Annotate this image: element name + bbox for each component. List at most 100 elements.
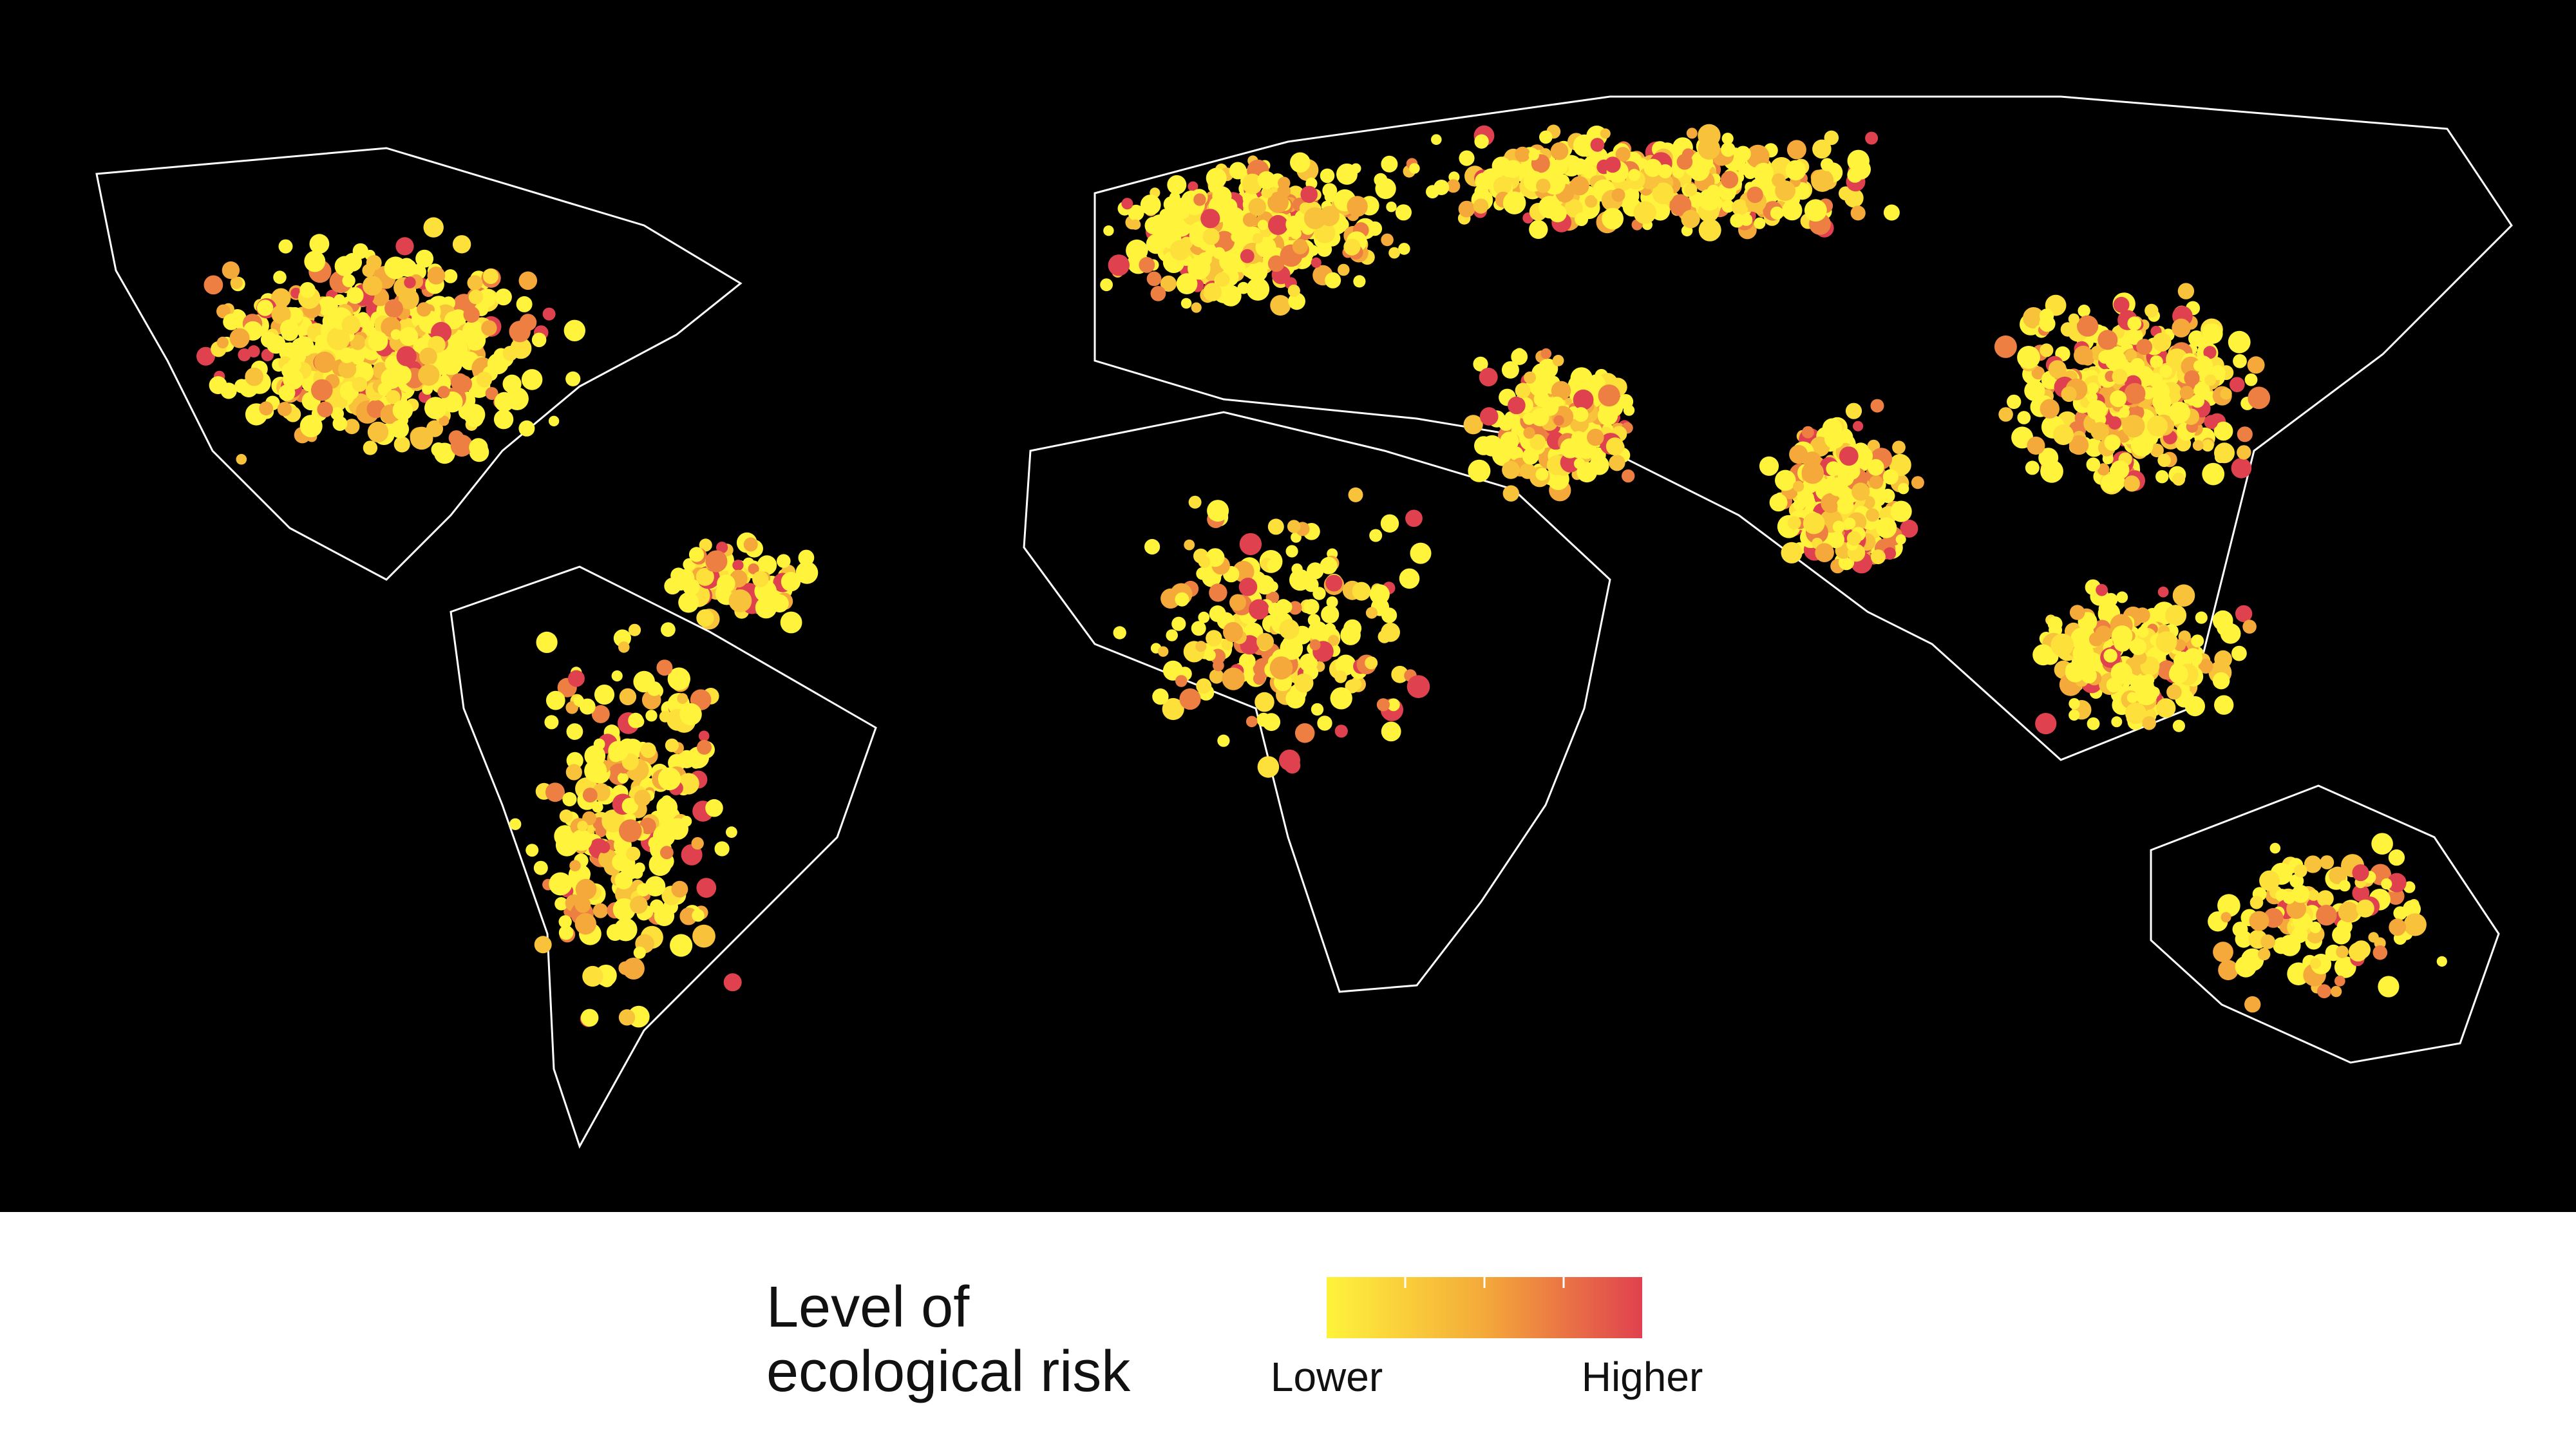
risk-point	[1252, 233, 1263, 244]
risk-point	[645, 876, 666, 896]
risk-point	[1279, 619, 1300, 639]
risk-point	[230, 276, 243, 289]
risk-point	[1170, 240, 1191, 261]
risk-point	[363, 276, 383, 296]
risk-point	[1240, 249, 1255, 263]
risk-point	[2202, 323, 2223, 344]
risk-point	[2244, 996, 2261, 1013]
risk-point	[1340, 625, 1361, 645]
risk-point	[2213, 421, 2233, 441]
risk-point	[1197, 252, 1212, 267]
risk-point	[1844, 517, 1856, 530]
risk-point	[1328, 634, 1340, 647]
risk-point	[1473, 198, 1489, 214]
risk-point	[2127, 316, 2142, 331]
risk-point	[1602, 207, 1624, 230]
risk-point	[2069, 698, 2080, 710]
risk-point	[2040, 460, 2063, 483]
risk-point	[485, 387, 498, 400]
risk-point	[1615, 147, 1631, 162]
risk-point	[1162, 697, 1184, 721]
risk-point	[222, 261, 240, 279]
risk-point	[2286, 899, 2307, 919]
risk-point	[204, 275, 223, 295]
risk-point	[2087, 717, 2100, 730]
risk-point	[2352, 864, 2369, 882]
risk-point	[393, 436, 410, 453]
risk-point	[1628, 169, 1641, 182]
risk-point	[548, 415, 560, 426]
risk-point	[1515, 146, 1531, 162]
risk-point	[614, 871, 633, 890]
risk-point	[1575, 213, 1589, 226]
risk-point	[1212, 186, 1232, 206]
risk-point	[698, 730, 710, 742]
risk-point	[2378, 976, 2400, 998]
risk-point	[1222, 667, 1245, 690]
risk-point	[1473, 356, 1488, 372]
risk-point	[418, 364, 440, 386]
risk-point	[2289, 874, 2304, 888]
risk-point	[1198, 556, 1211, 568]
risk-point	[1267, 518, 1284, 535]
risk-point	[1600, 128, 1611, 139]
risk-point	[1522, 412, 1536, 425]
risk-point	[1257, 220, 1269, 231]
risk-point	[1231, 231, 1242, 243]
risk-point	[465, 408, 484, 428]
risk-point	[2101, 474, 2119, 492]
risk-point	[1184, 539, 1195, 551]
risk-point	[1474, 134, 1489, 149]
risk-point	[534, 936, 552, 954]
risk-point	[344, 419, 360, 435]
risk-point	[618, 961, 632, 975]
risk-point	[2095, 625, 2112, 642]
risk-point	[2017, 411, 2031, 424]
risk-point	[2098, 330, 2118, 350]
risk-point	[2024, 380, 2045, 401]
risk-point	[2230, 377, 2245, 392]
risk-point	[1787, 516, 1801, 530]
risk-point	[481, 320, 497, 336]
risk-point	[1573, 407, 1589, 422]
risk-point	[386, 390, 401, 404]
risk-point	[1801, 461, 1824, 484]
risk-point	[1508, 412, 1522, 426]
risk-point	[238, 348, 251, 361]
risk-point	[1381, 155, 1398, 173]
risk-point	[2393, 906, 2407, 920]
risk-point	[1176, 273, 1198, 294]
risk-point	[1369, 529, 1383, 542]
risk-point	[2320, 855, 2334, 869]
risk-point	[1267, 559, 1280, 572]
risk-point	[2316, 905, 2337, 926]
risk-point	[1553, 415, 1564, 426]
risk-point	[1193, 193, 1206, 206]
risk-point	[270, 288, 291, 308]
risk-point	[1239, 533, 1262, 556]
risk-point	[691, 837, 704, 850]
risk-point	[656, 797, 678, 818]
risk-point	[2136, 339, 2153, 355]
risk-point	[1540, 348, 1552, 359]
risk-point	[1740, 213, 1753, 226]
risk-point	[2061, 386, 2077, 402]
risk-point	[582, 788, 598, 803]
risk-point	[1721, 142, 1736, 157]
risk-point	[559, 809, 573, 823]
risk-point	[617, 772, 629, 784]
risk-point	[545, 690, 565, 710]
risk-point	[1206, 548, 1225, 567]
risk-point	[1815, 543, 1834, 562]
risk-point	[2146, 415, 2168, 437]
risk-point	[683, 578, 700, 596]
risk-point	[577, 820, 588, 831]
risk-point	[391, 365, 412, 385]
risk-point	[247, 345, 260, 358]
risk-point	[2077, 315, 2099, 337]
risk-point	[1569, 176, 1589, 196]
risk-point	[2371, 833, 2393, 855]
risk-point	[634, 790, 651, 807]
risk-point	[1500, 431, 1519, 451]
risk-point	[1388, 247, 1401, 259]
